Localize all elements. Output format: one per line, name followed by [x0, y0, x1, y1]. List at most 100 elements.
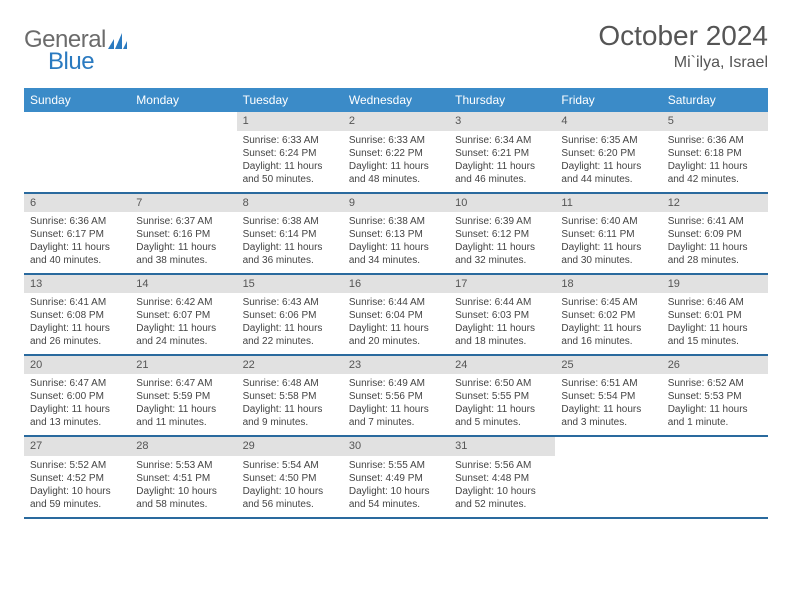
day-cell: 10Sunrise: 6:39 AMSunset: 6:12 PMDayligh… [449, 194, 555, 273]
daylight-text: Daylight: 11 hours and 5 minutes. [455, 403, 549, 429]
sunrise-text: Sunrise: 6:35 AM [561, 134, 655, 147]
sunrise-text: Sunrise: 6:39 AM [455, 215, 549, 228]
day-number: 28 [130, 437, 236, 455]
day-number: 18 [555, 275, 661, 293]
daylight-text: Daylight: 10 hours and 54 minutes. [349, 485, 443, 511]
daylight-text: Daylight: 11 hours and 36 minutes. [243, 241, 337, 267]
day-number: 26 [662, 356, 768, 374]
day-number: 8 [237, 194, 343, 212]
sunrise-text: Sunrise: 6:38 AM [349, 215, 443, 228]
day-content: Sunrise: 6:50 AMSunset: 5:55 PMDaylight:… [449, 374, 555, 435]
sunset-text: Sunset: 6:02 PM [561, 309, 655, 322]
day-content: Sunrise: 5:55 AMSunset: 4:49 PMDaylight:… [343, 456, 449, 517]
day-cell: 15Sunrise: 6:43 AMSunset: 6:06 PMDayligh… [237, 275, 343, 354]
day-number: 24 [449, 356, 555, 374]
day-cell: 7Sunrise: 6:37 AMSunset: 6:16 PMDaylight… [130, 194, 236, 273]
day-header-thu: Thursday [449, 88, 555, 112]
sunrise-text: Sunrise: 6:52 AM [668, 377, 762, 390]
daylight-text: Daylight: 11 hours and 3 minutes. [561, 403, 655, 429]
day-content: Sunrise: 6:35 AMSunset: 6:20 PMDaylight:… [555, 131, 661, 192]
day-header-sun: Sunday [24, 88, 130, 112]
day-content: Sunrise: 6:51 AMSunset: 5:54 PMDaylight:… [555, 374, 661, 435]
day-number: 20 [24, 356, 130, 374]
day-cell: 24Sunrise: 6:50 AMSunset: 5:55 PMDayligh… [449, 356, 555, 435]
daylight-text: Daylight: 11 hours and 15 minutes. [668, 322, 762, 348]
day-cell: 27Sunrise: 5:52 AMSunset: 4:52 PMDayligh… [24, 437, 130, 516]
sunrise-text: Sunrise: 6:45 AM [561, 296, 655, 309]
daylight-text: Daylight: 11 hours and 34 minutes. [349, 241, 443, 267]
daylight-text: Daylight: 10 hours and 59 minutes. [30, 485, 124, 511]
day-content: Sunrise: 5:56 AMSunset: 4:48 PMDaylight:… [449, 456, 555, 517]
day-cell: 28Sunrise: 5:53 AMSunset: 4:51 PMDayligh… [130, 437, 236, 516]
sunset-text: Sunset: 6:03 PM [455, 309, 549, 322]
daylight-text: Daylight: 11 hours and 44 minutes. [561, 160, 655, 186]
daylight-text: Daylight: 11 hours and 48 minutes. [349, 160, 443, 186]
day-content: Sunrise: 5:54 AMSunset: 4:50 PMDaylight:… [237, 456, 343, 517]
day-cell: 18 Sunrise: 6:45 AMSunset: 6:02 PMDayligh… [555, 275, 661, 354]
sunrise-text: Sunrise: 5:54 AM [243, 459, 337, 472]
daylight-text: Daylight: 11 hours and 50 minutes. [243, 160, 337, 186]
day-content: Sunrise: 6:38 AMSunset: 6:14 PMDaylight:… [237, 212, 343, 273]
sunrise-text: Sunrise: 6:47 AM [30, 377, 124, 390]
day-cell: 8Sunrise: 6:38 AMSunset: 6:14 PMDaylight… [237, 194, 343, 273]
day-number: 22 [237, 356, 343, 374]
sunrise-text: Sunrise: 6:43 AM [243, 296, 337, 309]
daylight-text: Daylight: 10 hours and 56 minutes. [243, 485, 337, 511]
daylight-text: Daylight: 11 hours and 9 minutes. [243, 403, 337, 429]
day-header-row: Sunday Monday Tuesday Wednesday Thursday… [24, 88, 768, 112]
sunset-text: Sunset: 6:11 PM [561, 228, 655, 241]
day-content: Sunrise: 6:34 AMSunset: 6:21 PMDaylight:… [449, 131, 555, 192]
sunrise-text: Sunrise: 5:52 AM [30, 459, 124, 472]
sunrise-text: Sunrise: 6:42 AM [136, 296, 230, 309]
daylight-text: Daylight: 11 hours and 16 minutes. [561, 322, 655, 348]
sunrise-text: Sunrise: 6:41 AM [668, 215, 762, 228]
sunrise-text: Sunrise: 6:36 AM [668, 134, 762, 147]
sunrise-text: Sunrise: 6:50 AM [455, 377, 549, 390]
day-number: 7 [130, 194, 236, 212]
day-content: Sunrise: 6:47 AMSunset: 5:59 PMDaylight:… [130, 374, 236, 435]
day-cell: 20Sunrise: 6:47 AMSunset: 6:00 PMDayligh… [24, 356, 130, 435]
day-cell: 14Sunrise: 6:42 AMSunset: 6:07 PMDayligh… [130, 275, 236, 354]
week-row: ..1Sunrise: 6:33 AMSunset: 6:24 PMDaylig… [24, 112, 768, 193]
sunrise-text: Sunrise: 6:48 AM [243, 377, 337, 390]
day-content: Sunrise: 6:37 AMSunset: 6:16 PMDaylight:… [130, 212, 236, 273]
day-cell: 22Sunrise: 6:48 AMSunset: 5:58 PMDayligh… [237, 356, 343, 435]
daylight-text: Daylight: 11 hours and 1 minute. [668, 403, 762, 429]
day-number: 15 [237, 275, 343, 293]
sunrise-text: Sunrise: 6:51 AM [561, 377, 655, 390]
day-content: Sunrise: 6:49 AMSunset: 5:56 PMDaylight:… [343, 374, 449, 435]
location: Mi`ilya, Israel [598, 54, 768, 72]
day-number: 3 [449, 112, 555, 130]
sunset-text: Sunset: 6:14 PM [243, 228, 337, 241]
day-header-mon: Monday [130, 88, 236, 112]
sunrise-text: Sunrise: 6:41 AM [30, 296, 124, 309]
day-content: Sunrise: 6:41 AMSunset: 6:09 PMDaylight:… [662, 212, 768, 273]
day-content: Sunrise: 6:36 AMSunset: 6:18 PMDaylight:… [662, 131, 768, 192]
sunset-text: Sunset: 5:53 PM [668, 390, 762, 403]
day-content: Sunrise: 6:33 AMSunset: 6:22 PMDaylight:… [343, 131, 449, 192]
daylight-text: Daylight: 11 hours and 24 minutes. [136, 322, 230, 348]
week-row: 27Sunrise: 5:52 AMSunset: 4:52 PMDayligh… [24, 437, 768, 518]
daylight-text: Daylight: 11 hours and 20 minutes. [349, 322, 443, 348]
day-content: Sunrise: 6:44 AMSunset: 6:04 PMDaylight:… [343, 293, 449, 354]
sunset-text: Sunset: 5:59 PM [136, 390, 230, 403]
day-cell: 12Sunrise: 6:41 AMSunset: 6:09 PMDayligh… [662, 194, 768, 273]
day-number: 16 [343, 275, 449, 293]
daylight-text: Daylight: 11 hours and 7 minutes. [349, 403, 443, 429]
sunrise-text: Sunrise: 6:38 AM [243, 215, 337, 228]
daylight-text: Daylight: 10 hours and 52 minutes. [455, 485, 549, 511]
daylight-text: Daylight: 11 hours and 42 minutes. [668, 160, 762, 186]
day-number: 19 [662, 275, 768, 293]
day-number: 13 [24, 275, 130, 293]
sunrise-text: Sunrise: 6:34 AM [455, 134, 549, 147]
day-number: 11 [555, 194, 661, 212]
day-number: 25 [555, 356, 661, 374]
day-cell: 30Sunrise: 5:55 AMSunset: 4:49 PMDayligh… [343, 437, 449, 516]
sunset-text: Sunset: 6:06 PM [243, 309, 337, 322]
day-cell: 6Sunrise: 6:36 AMSunset: 6:17 PMDaylight… [24, 194, 130, 273]
sunrise-text: Sunrise: 6:33 AM [349, 134, 443, 147]
daylight-text: Daylight: 11 hours and 28 minutes. [668, 241, 762, 267]
day-content: Sunrise: 6:47 AMSunset: 6:00 PMDaylight:… [24, 374, 130, 435]
day-number: 14 [130, 275, 236, 293]
day-number: 29 [237, 437, 343, 455]
